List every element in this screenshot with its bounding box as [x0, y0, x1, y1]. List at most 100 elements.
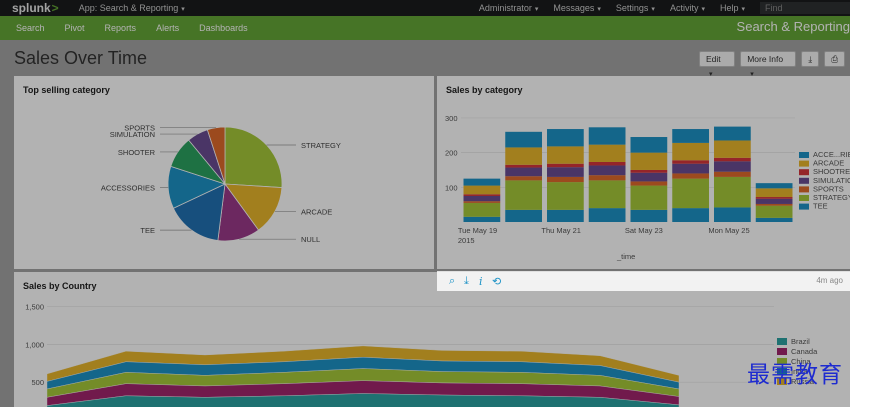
- bar-segment: [547, 176, 584, 183]
- dashboard-title: Sales Over Time: [14, 48, 148, 68]
- bar-segment: [714, 171, 751, 177]
- legend-swatch: [799, 160, 809, 167]
- y-tick-label: 500: [31, 378, 44, 387]
- menu-help[interactable]: Help ▾: [719, 3, 745, 13]
- edit-button[interactable]: Edit ▾: [699, 51, 736, 78]
- bar-segment: [755, 205, 793, 218]
- bar-segment: [588, 165, 626, 176]
- bar-segment: [463, 216, 501, 222]
- x-tick-label: Tue May 19: [458, 226, 497, 235]
- more-info-button[interactable]: More Info ▾: [740, 51, 797, 78]
- legend-label: STRATEGY: [813, 193, 850, 202]
- app-title: Search & Reporting: [736, 19, 850, 34]
- area-series: [46, 393, 680, 407]
- bar-segment: [755, 197, 793, 199]
- pie-slice-label: SIMULATION: [110, 130, 155, 139]
- panel-top-selling-category: Top selling category STRATEGY ARCADE NULL T…: [14, 76, 434, 269]
- legend-swatch: [799, 169, 809, 176]
- bar-segment: [672, 160, 709, 164]
- legend-label: Russia: [791, 377, 815, 386]
- bar-segment: [714, 207, 751, 222]
- app-selector[interactable]: App: Search & Reporting ▾: [78, 3, 185, 13]
- chevron-down-icon: ▾: [750, 71, 754, 78]
- bar-segment: [547, 209, 584, 222]
- menu-administrator[interactable]: Administrator ▾: [478, 3, 539, 13]
- bar-segment: [505, 209, 542, 222]
- last-updated: 4m ago: [816, 276, 843, 285]
- bar-segment: [630, 152, 668, 170]
- bar-segment: [630, 209, 668, 222]
- nav-alerts[interactable]: Alerts: [156, 23, 180, 33]
- menu-activity[interactable]: Activity ▾: [669, 3, 705, 13]
- legend-label: SIMULATION: [813, 176, 850, 185]
- pie-slice-label: STRATEGY: [301, 141, 341, 150]
- bar-segment: [588, 127, 626, 145]
- nav-reports[interactable]: Reports: [104, 23, 137, 33]
- menu-messages[interactable]: Messages ▾: [553, 3, 601, 13]
- bar-segment: [714, 126, 751, 141]
- panel-title: Sales by Country: [23, 281, 97, 291]
- bar-segment: [505, 164, 542, 168]
- bar-segment: [630, 172, 668, 182]
- legend-swatch: [799, 152, 809, 158]
- legend-label: SPORTS: [813, 184, 844, 193]
- chevron-down-icon: ▾: [651, 6, 655, 13]
- menu-settings[interactable]: Settings ▾: [615, 3, 655, 13]
- pie-slice-label: SPORTS: [124, 124, 155, 133]
- bar-segment: [547, 146, 584, 164]
- bar-segment: [714, 157, 751, 162]
- x-tick-label: Mon May 25: [708, 226, 749, 235]
- legend-swatch: [799, 203, 809, 210]
- legend-swatch: [777, 338, 787, 345]
- bar-segment: [630, 181, 668, 186]
- bar-segment: [463, 201, 501, 203]
- bar-segment: [547, 163, 584, 168]
- bar-segment: [714, 161, 751, 172]
- y-tick-label: 100: [445, 183, 458, 192]
- legend-label: India: [791, 367, 808, 376]
- splunk-logo[interactable]: splunk>: [12, 1, 59, 15]
- legend-swatch: [777, 368, 787, 375]
- legend-swatch: [799, 177, 809, 184]
- chevron-down-icon: ▾: [534, 6, 539, 13]
- find-input[interactable]: Find: [760, 2, 850, 14]
- panel-sales-by-country: Sales by Country 500 1,000 1,500 Brazil Cana…: [14, 272, 850, 407]
- legend-swatch: [799, 186, 809, 193]
- print-icon: ⎙: [831, 54, 838, 64]
- legend-label: TEE: [813, 202, 828, 211]
- search-icon[interactable]: ⌕: [449, 275, 456, 287]
- refresh-icon[interactable]: ⟲: [492, 276, 502, 288]
- panel-footer: ⌕ ⤓ i ⟲ 4m ago: [437, 271, 850, 291]
- bar-segment: [547, 167, 584, 177]
- chevron-down-icon: ▾: [741, 6, 745, 13]
- export-icon[interactable]: ⤓: [464, 275, 469, 287]
- top-menus: Administrator ▾ Messages ▾ Settings ▾ Activ…: [479, 0, 850, 16]
- bar-segment: [755, 198, 793, 204]
- legend-label: Canada: [791, 347, 818, 356]
- bar-segment: [547, 129, 584, 147]
- nav-dashboards[interactable]: Dashboards: [199, 23, 248, 33]
- export-button[interactable]: ⤓: [801, 51, 820, 67]
- x-tick-label: Sat May 23: [625, 226, 663, 235]
- y-tick-label: 1,500: [25, 303, 44, 312]
- nav-search[interactable]: Search: [16, 23, 45, 33]
- app-nav-bar: Search Pivot Reports Alerts Dashboards S…: [0, 16, 850, 40]
- chevron-down-icon: ▾: [181, 6, 185, 13]
- bar-segment: [630, 137, 668, 153]
- info-icon[interactable]: i: [479, 275, 483, 288]
- pie-slice: [224, 126, 283, 189]
- legend-label: SHOOTRE: [813, 167, 850, 176]
- bar-segment: [755, 188, 793, 198]
- panel-title: Top selling category: [23, 85, 110, 95]
- nav-pivot[interactable]: Pivot: [64, 23, 85, 33]
- legend-swatch: [777, 358, 787, 365]
- print-button[interactable]: ⎙: [824, 51, 845, 67]
- bar-segment: [672, 173, 709, 179]
- bar-segment: [588, 175, 626, 181]
- chevron-down-icon: ▾: [709, 71, 713, 78]
- bar-segment: [505, 180, 542, 210]
- bar-segment: [463, 178, 501, 186]
- pie-chart: STRATEGY ARCADE NULL TEE ACCESSORIES SHOOTER S…: [101, 124, 341, 245]
- bar-segment: [755, 217, 793, 222]
